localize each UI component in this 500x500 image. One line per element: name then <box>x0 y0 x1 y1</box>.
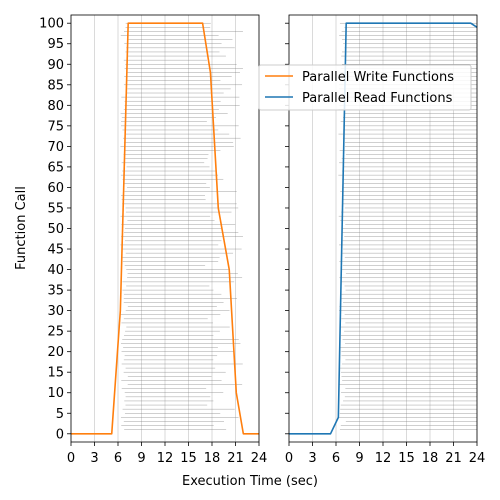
y-tick-label: 55 <box>47 201 64 216</box>
panel-write: 0 3 6 9 12 15 18 21 2405101520253035404550556065… <box>39 14 268 466</box>
y-tick-label: 35 <box>47 284 64 299</box>
y-tick-label: 75 <box>47 119 64 134</box>
y-tick-label: 70 <box>47 140 64 155</box>
x-tick-label: 6 <box>332 451 340 466</box>
y-tick-label: 50 <box>47 222 64 237</box>
legend-frame <box>258 64 472 111</box>
x-tick-label: 6 <box>114 451 122 466</box>
x-axis-title: Execution Time (sec) <box>182 474 318 489</box>
y-axis-title: Function Call <box>14 186 29 270</box>
y-tick-label: 20 <box>47 345 64 360</box>
y-tick-label: 25 <box>47 325 64 340</box>
legend-label-read: Parallel Read Functions <box>302 91 453 106</box>
x-tick-label: 0 <box>67 451 75 466</box>
y-tick-label: 60 <box>47 181 64 196</box>
x-tick-label: 18 <box>204 451 221 466</box>
legend-label-write: Parallel Write Functions <box>302 70 454 85</box>
y-tick-label: 0 <box>56 427 64 442</box>
x-tick-label: 9 <box>137 451 145 466</box>
x-tick-label: 21 <box>445 451 462 466</box>
x-tick-label: 12 <box>157 451 174 466</box>
y-tick-label: 65 <box>47 160 64 175</box>
x-tick-label: 3 <box>308 451 316 466</box>
legend: Parallel Write Functions Parallel Read F… <box>258 64 472 111</box>
x-tick-label: 15 <box>398 451 415 466</box>
x-tick-label: 15 <box>180 451 197 466</box>
y-tick-label: 90 <box>47 58 64 73</box>
x-tick-label: 0 <box>285 451 293 466</box>
y-tick-label: 10 <box>47 386 64 401</box>
x-tick-label: 24 <box>469 451 486 466</box>
x-tick-label: 21 <box>227 451 244 466</box>
x-tick-label: 9 <box>355 451 363 466</box>
x-tick-label: 18 <box>422 451 439 466</box>
x-tick-label: 24 <box>251 451 268 466</box>
y-tick-label: 40 <box>47 263 64 278</box>
x-tick-label: 12 <box>375 451 392 466</box>
y-tick-label: 85 <box>47 78 64 93</box>
y-tick-label: 95 <box>47 37 64 52</box>
series-line <box>289 22 478 435</box>
series-line <box>71 22 259 435</box>
y-tick-label: 30 <box>47 304 64 319</box>
y-tick-label: 45 <box>47 243 64 258</box>
x-tick-label: 3 <box>90 451 98 466</box>
y-tick-label: 80 <box>47 99 64 114</box>
y-tick-label: 100 <box>39 17 64 32</box>
y-tick-label: 15 <box>47 366 64 381</box>
y-tick-label: 5 <box>56 407 64 422</box>
